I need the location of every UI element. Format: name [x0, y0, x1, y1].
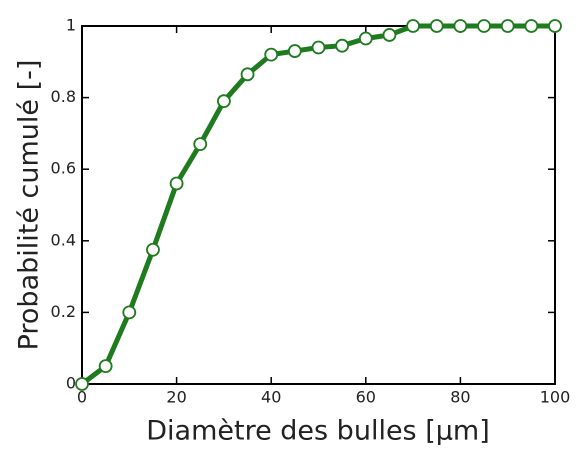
y-tick-label: 0.4	[51, 230, 76, 249]
data-point	[548, 19, 562, 33]
y-axis-label: Probabilité cumulé [-]	[14, 60, 45, 351]
data-point	[287, 44, 302, 58]
data-point	[429, 19, 444, 33]
data-point	[193, 137, 208, 152]
data-point	[500, 19, 515, 33]
data-point	[335, 38, 350, 53]
data-point	[453, 19, 468, 33]
data-point	[122, 305, 137, 320]
y-tick-label: 1	[66, 16, 76, 35]
data-point	[240, 67, 255, 82]
data-point	[382, 28, 397, 42]
x-tick-label: 60	[356, 388, 376, 407]
data-point	[75, 377, 89, 391]
data-point	[406, 19, 421, 33]
x-tick-label: 20	[166, 388, 186, 407]
data-point	[524, 19, 539, 33]
x-axis-label: Diamètre des bulles [µm]	[146, 416, 490, 447]
y-tick-label: 0.8	[51, 87, 76, 106]
data-point	[169, 176, 184, 191]
data-point	[216, 94, 231, 109]
x-tick-label: 100	[540, 388, 571, 407]
y-tick-label: 0.6	[51, 159, 76, 178]
data-line	[80, 23, 555, 386]
data-point	[311, 40, 326, 55]
y-tick-label: 0	[66, 374, 76, 393]
data-point	[477, 19, 491, 33]
plot-frame	[81, 25, 556, 385]
data-point	[358, 31, 373, 46]
x-tick-label: 80	[450, 388, 470, 407]
data-point	[146, 242, 160, 257]
x-tick-label: 40	[261, 388, 281, 407]
y-tick-label: 0.2	[51, 302, 76, 321]
data-point	[264, 47, 279, 62]
data-point	[98, 359, 113, 374]
x-tick-label: 0	[77, 388, 87, 407]
